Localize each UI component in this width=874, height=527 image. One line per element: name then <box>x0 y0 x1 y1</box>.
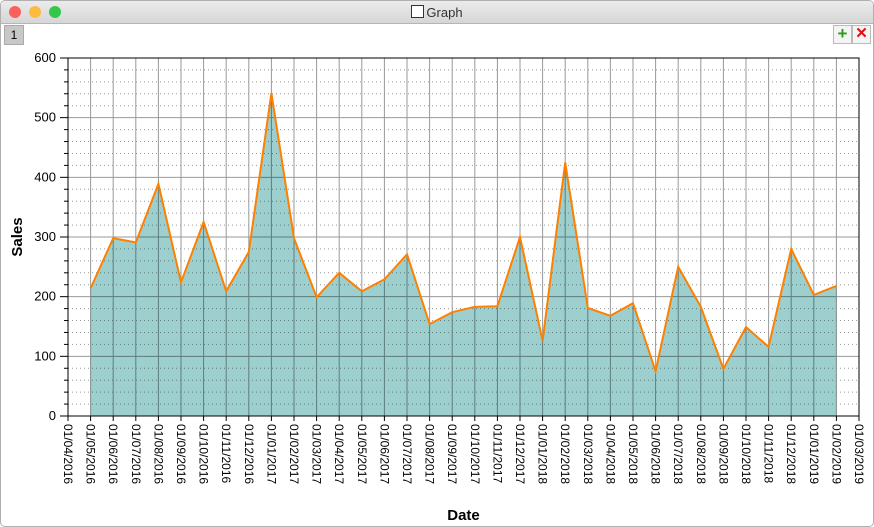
x-tick-label: 01/10/2017 <box>468 424 482 484</box>
y-tick-label: 100 <box>34 348 56 363</box>
x-tick-label: 01/01/2019 <box>807 424 821 484</box>
x-tick-label: 01/10/2018 <box>739 424 753 484</box>
x-tick-label: 01/09/2016 <box>174 424 188 484</box>
y-tick-label: 200 <box>34 289 56 304</box>
x-tick-label: 01/06/2016 <box>106 424 120 484</box>
x-tick-label: 01/09/2018 <box>716 424 730 484</box>
x-tick-label: 01/11/2018 <box>762 424 776 483</box>
x-tick-label: 01/09/2017 <box>445 424 459 484</box>
x-tick-label: 01/03/2018 <box>581 424 595 484</box>
x-tick-label: 01/01/2017 <box>264 424 278 484</box>
window-title: Graph <box>1 5 873 20</box>
x-tick-label: 01/12/2016 <box>242 424 256 484</box>
tab-1[interactable]: 1 <box>4 25 24 45</box>
x-tick-label: 01/08/2018 <box>694 424 708 484</box>
series-line <box>89 93 837 376</box>
y-tick-label: 500 <box>34 110 56 125</box>
x-tick-label: 01/12/2017 <box>513 424 527 484</box>
x-tick-label: 01/04/2016 <box>61 424 75 484</box>
x-tick-label: 01/12/2018 <box>784 424 798 484</box>
x-tick-label: 01/10/2016 <box>197 424 211 484</box>
x-tick-label: 01/05/2016 <box>84 424 98 484</box>
x-tick-label: 01/08/2017 <box>423 424 437 484</box>
y-axis-label: Sales <box>9 217 26 256</box>
x-tick-label: 01/06/2017 <box>377 424 391 484</box>
red-x-icon: ✕ <box>855 25 868 42</box>
x-tick-label: 01/06/2018 <box>649 424 663 484</box>
y-tick-label: 400 <box>34 169 56 184</box>
x-tick-label: 01/02/2017 <box>287 424 301 484</box>
x-tick-label: 01/07/2016 <box>129 424 143 484</box>
x-tick-label: 01/11/2017 <box>490 424 504 483</box>
x-tick-label: 01/03/2019 <box>852 424 866 484</box>
x-tick-label: 01/02/2018 <box>558 424 572 484</box>
y-tick-label: 300 <box>34 229 56 244</box>
plot-frame <box>67 57 860 417</box>
x-tick-label: 01/11/2016 <box>219 424 233 483</box>
graph-icon <box>411 5 425 18</box>
y-tick-label: 600 <box>34 50 56 65</box>
title-bar: Graph <box>1 1 873 24</box>
x-tick-label: 01/01/2018 <box>536 424 550 484</box>
close-window-button[interactable] <box>9 6 21 18</box>
area-fill <box>90 93 837 416</box>
x-tick-label: 01/04/2017 <box>332 424 346 484</box>
y-tick-label: 0 <box>49 408 56 423</box>
x-tick-label: 01/03/2017 <box>310 424 324 484</box>
zoom-window-button[interactable] <box>49 6 61 18</box>
x-tick-label: 01/05/2018 <box>626 424 640 484</box>
x-tick-label: 01/08/2016 <box>151 424 165 484</box>
window-title-text: Graph <box>426 5 463 20</box>
x-axis-label: Date <box>447 507 480 524</box>
x-tick-label: 01/07/2018 <box>671 424 685 484</box>
add-graph-button[interactable]: + <box>833 25 852 44</box>
green-plus-icon: + <box>837 24 848 43</box>
minimize-window-button[interactable] <box>29 6 41 18</box>
x-tick-label: 01/04/2018 <box>603 424 617 484</box>
close-graph-button[interactable]: ✕ <box>852 25 871 44</box>
x-tick-label: 01/07/2017 <box>400 424 414 484</box>
x-tick-label: 01/05/2017 <box>355 424 369 484</box>
x-tick-label: 01/02/2019 <box>829 424 843 484</box>
